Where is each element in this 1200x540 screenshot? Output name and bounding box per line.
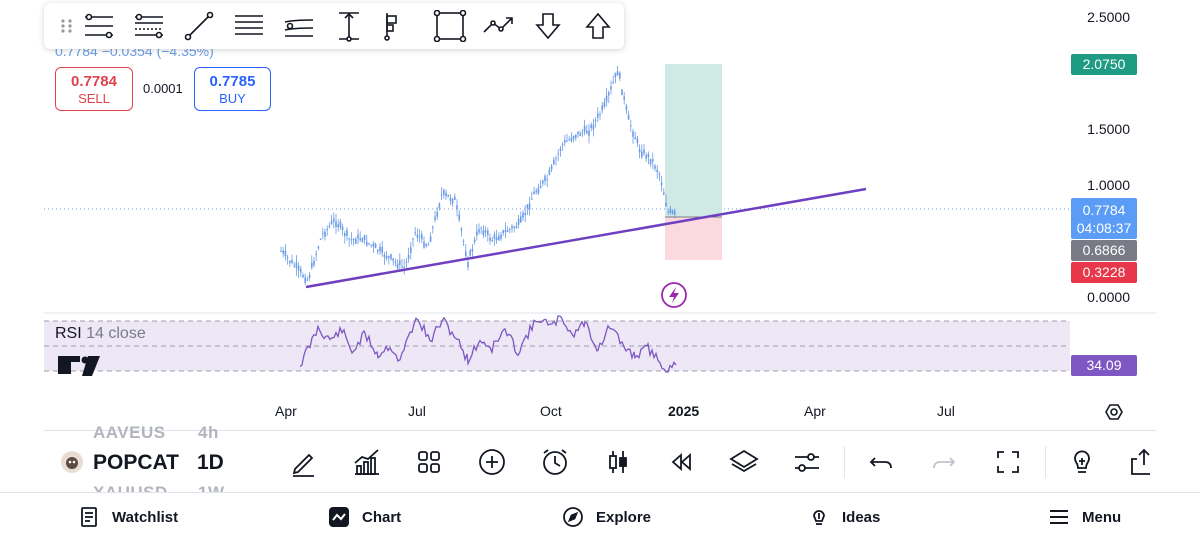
parallel-channel-icon[interactable] xyxy=(232,10,266,42)
last-price-value: 0.7784 xyxy=(1082,202,1126,218)
rsi-title: RSI xyxy=(55,325,82,342)
take-profit-tag: 2.0750 xyxy=(1071,54,1137,75)
tradingview-logo xyxy=(58,356,100,376)
redo-icon[interactable] xyxy=(927,445,961,479)
rsi-params: 14 close xyxy=(86,325,146,342)
time-axis-label: 2025 xyxy=(668,403,700,419)
symbol-name[interactable]: POPCAT xyxy=(93,451,179,474)
arrow-up-icon[interactable] xyxy=(581,10,615,42)
drag-handle-icon[interactable] xyxy=(50,10,72,42)
nav-label: Explore xyxy=(596,508,652,526)
regression-trend-icon[interactable] xyxy=(282,10,316,42)
take-profit-zone xyxy=(665,64,722,217)
sell-price: 0.7784 xyxy=(71,73,117,90)
drawing-pen-icon[interactable] xyxy=(286,445,320,479)
compass-icon xyxy=(563,507,583,527)
fullscreen-icon[interactable] xyxy=(991,445,1025,479)
settings-sliders-icon[interactable] xyxy=(790,445,824,479)
indicators-icon[interactable] xyxy=(349,445,383,479)
ideas-bulb-icon[interactable] xyxy=(1065,445,1099,479)
app-toolbar: AAVEUS 4h XAUUSD 1W POPCAT 1D xyxy=(44,423,1156,502)
entry-price-tag: 0.6866 xyxy=(1071,240,1137,261)
fib-retracement-icon[interactable] xyxy=(82,10,116,42)
axis-settings-icon xyxy=(1105,404,1123,420)
alert-clock-icon[interactable] xyxy=(538,445,572,479)
bar-countdown: 04:08:37 xyxy=(1076,220,1132,236)
share-icon[interactable] xyxy=(1124,445,1156,479)
templates-icon[interactable] xyxy=(412,445,446,479)
time-axis-label: Jul xyxy=(937,403,955,419)
nav-ideas[interactable]: Ideas xyxy=(808,505,880,529)
watchlist-prev-interval[interactable]: 4h xyxy=(198,423,219,442)
drawing-toolbar xyxy=(44,3,624,49)
price-axis-label: 2.5000 xyxy=(1087,9,1130,25)
undo-icon[interactable] xyxy=(864,445,898,479)
rsi-line xyxy=(299,315,677,373)
nav-label: Watchlist xyxy=(112,508,179,526)
rectangle-icon[interactable] xyxy=(433,9,467,43)
time-axis-label: Apr xyxy=(804,403,826,419)
nav-label: Ideas xyxy=(842,508,881,526)
time-axis-label: Oct xyxy=(540,403,562,419)
toolbar-divider xyxy=(1045,446,1046,478)
sell-button[interactable]: 0.7784 SELL xyxy=(55,67,133,111)
last-price-tag: 0.7784 04:08:37 xyxy=(1071,198,1137,239)
watchlist-prev-symbol[interactable]: AAVEUS xyxy=(93,423,166,442)
nav-watchlist[interactable]: Watchlist xyxy=(78,505,178,529)
buy-price: 0.7785 xyxy=(209,73,256,90)
chart-icon xyxy=(329,507,349,527)
price-axis-label: 1.5000 xyxy=(1087,121,1130,137)
buy-label: BUY xyxy=(219,91,246,106)
nav-menu[interactable]: Menu xyxy=(1048,505,1121,529)
layers-icon[interactable] xyxy=(727,445,761,479)
rsi-value-tag: 34.09 xyxy=(1071,355,1137,376)
watchlist-icon xyxy=(81,507,97,527)
arrow-down-icon[interactable] xyxy=(531,10,565,42)
candlestick-series xyxy=(280,65,676,285)
trend-line xyxy=(305,187,867,289)
stop-loss-zone xyxy=(665,217,722,260)
sell-label: SELL xyxy=(78,91,110,106)
rsi-legend[interactable]: RSI 14 close xyxy=(55,325,146,343)
event-lightning-icon xyxy=(661,282,687,308)
symbol-avatar xyxy=(61,451,83,473)
interval-value[interactable]: 1D xyxy=(197,451,224,474)
lightbulb-icon xyxy=(813,510,825,525)
bottom-navigation: Watchlist Chart Explore Ideas Menu xyxy=(0,492,1200,540)
spread-value: 0.0001 xyxy=(143,81,183,96)
path-icon[interactable] xyxy=(482,10,516,42)
trend-line-icon[interactable] xyxy=(182,10,216,42)
nav-label: Chart xyxy=(362,508,402,526)
toolbar-divider xyxy=(844,446,845,478)
price-range-icon[interactable] xyxy=(332,10,366,42)
replay-icon[interactable] xyxy=(664,445,698,479)
chart-type-candles-icon[interactable] xyxy=(601,445,635,479)
price-chart[interactable] xyxy=(0,0,1200,430)
fib-extension-icon[interactable] xyxy=(132,10,166,42)
buy-button[interactable]: 0.7785 BUY xyxy=(194,67,271,111)
time-axis-label: Jul xyxy=(408,403,426,419)
add-icon[interactable] xyxy=(475,445,509,479)
price-axis-label: 0.0000 xyxy=(1087,289,1130,305)
price-axis-label: 1.0000 xyxy=(1087,177,1130,193)
hamburger-icon xyxy=(1050,510,1068,524)
nav-label: Menu xyxy=(1082,508,1122,526)
stop-loss-tag: 0.3228 xyxy=(1071,262,1137,283)
long-position-icon[interactable] xyxy=(375,10,409,42)
time-axis-label: Apr xyxy=(275,403,297,419)
nav-explore[interactable]: Explore xyxy=(562,505,651,529)
nav-chart[interactable]: Chart xyxy=(328,505,401,529)
